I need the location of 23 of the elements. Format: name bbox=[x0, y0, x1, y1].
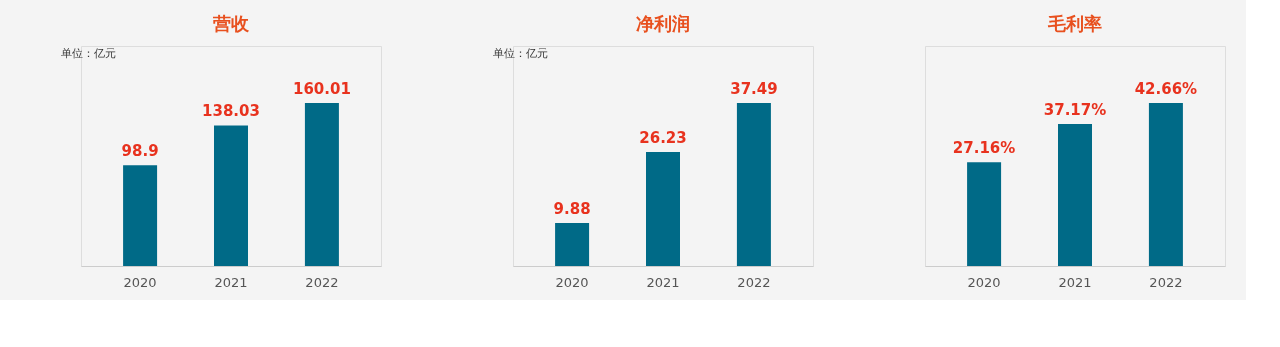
x-tick-label: 2022 bbox=[305, 274, 339, 290]
text: 单位：亿元 bbox=[493, 47, 548, 60]
chart-title: 营收 bbox=[212, 13, 250, 34]
data-label: 27.16% bbox=[952, 139, 1016, 158]
data-label: 37.17% bbox=[1043, 101, 1107, 120]
data-label: 9.88 bbox=[553, 200, 591, 219]
data-label: 42.66% bbox=[1134, 80, 1198, 99]
x-tick-label: 2021 bbox=[646, 274, 680, 290]
data-label: 98.9 bbox=[121, 142, 159, 161]
x-tick-label: 2021 bbox=[214, 274, 248, 290]
x-tick-label: 2022 bbox=[1149, 274, 1183, 290]
data-label: 138.03 bbox=[202, 102, 260, 121]
x-tick-label: 2020 bbox=[967, 274, 1001, 290]
x-tick-label: 2021 bbox=[1058, 274, 1092, 290]
data-label: 37.49 bbox=[730, 80, 778, 99]
data-label: 26.23 bbox=[639, 128, 687, 147]
x-tick-label: 2020 bbox=[555, 274, 589, 290]
x-tick-label: 2022 bbox=[737, 274, 771, 290]
chart-title: 净利润 bbox=[636, 13, 690, 34]
data-label: 160.01 bbox=[292, 80, 351, 99]
text: 单位：亿元 bbox=[61, 47, 116, 60]
chart-title: 毛利率 bbox=[1047, 13, 1102, 34]
x-tick-label: 2020 bbox=[123, 274, 157, 290]
